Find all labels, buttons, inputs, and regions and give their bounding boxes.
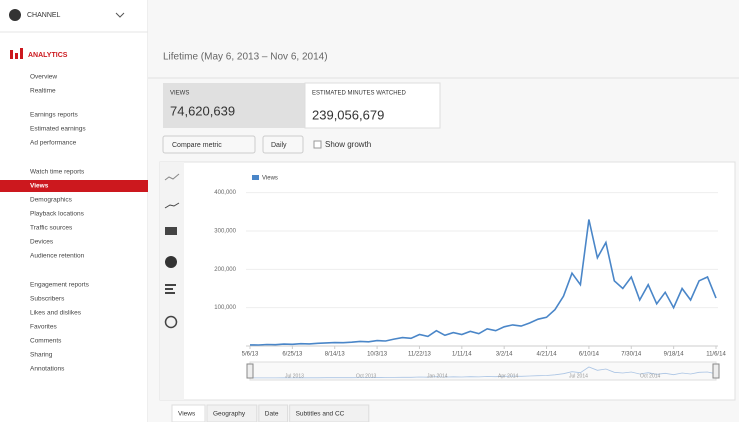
nav-item[interactable]: Annotations	[30, 366, 65, 373]
navigator-label: Jul 2014	[569, 373, 588, 379]
x-tick-label: 6/10/14	[579, 352, 600, 358]
navigator-label: Jul 2013	[285, 373, 304, 379]
nav-item[interactable]: Ad performance	[30, 140, 77, 147]
nav-item[interactable]: Realtime	[30, 88, 56, 95]
nav-item-selected	[0, 180, 148, 192]
line-chart-icon[interactable]	[164, 173, 180, 181]
nav-item[interactable]: Devices	[30, 239, 54, 246]
nav-item[interactable]: Subscribers	[30, 296, 65, 303]
tab[interactable]	[206, 404, 258, 422]
chart-panel	[159, 161, 736, 401]
nav-item[interactable]: Favorites	[30, 324, 57, 331]
navigator-label: Jan 2014	[427, 373, 448, 379]
x-tick-label: 9/18/14	[664, 352, 685, 358]
nav-item[interactable]: Likes and dislikes	[30, 310, 82, 317]
interval-label: Daily	[271, 142, 287, 149]
views-line	[249, 219, 717, 346]
navigator-label: Apr 2014	[498, 373, 519, 379]
navigator-handle[interactable]	[246, 363, 254, 379]
nav-item[interactable]: Audience retention	[30, 253, 85, 260]
map-icon[interactable]	[164, 315, 178, 329]
nav-item[interactable]: Playback locations	[30, 211, 85, 218]
tab[interactable]	[258, 404, 289, 422]
analytics-icon	[15, 53, 18, 59]
metric-label: ESTIMATED MINUTES WATCHED	[312, 91, 407, 97]
nav-item[interactable]: Estimated earnings	[30, 126, 86, 133]
nav-item[interactable]: Sharing	[30, 352, 53, 359]
bar-icon[interactable]	[165, 292, 175, 294]
metric-label: VIEWS	[170, 91, 189, 97]
navigator-label: Oct 2014	[640, 373, 661, 379]
compare-button[interactable]	[162, 135, 256, 154]
y-tick-label: 100,000	[214, 305, 236, 311]
y-tick-label: 200,000	[214, 267, 236, 273]
x-tick-label: 6/25/13	[282, 352, 303, 358]
x-tick-label: 3/2/14	[496, 352, 513, 358]
nav-item[interactable]: Overview	[30, 74, 57, 81]
x-tick-label: 1/11/14	[452, 352, 472, 358]
x-tick-label: 11/6/14	[706, 352, 726, 358]
metric-card[interactable]	[304, 82, 441, 129]
page-title: Lifetime (May 6, 2013 – Nov 6, 2014)	[163, 52, 328, 63]
metric-value: 239,056,679	[312, 107, 384, 122]
line-chart: 100,000 200,000 300,000 400,000 5/6/13 6/25/1…	[214, 175, 726, 381]
bar-icon[interactable]	[165, 284, 176, 286]
x-tick-label: 10/3/13	[367, 352, 388, 358]
legend-swatch	[252, 175, 259, 180]
tab-label: Views	[178, 411, 196, 418]
legend-label: Views	[262, 176, 278, 182]
navigator-label: Oct 2013	[356, 373, 377, 379]
compare-label: Compare metric	[172, 142, 222, 149]
tab-label: Geography	[213, 411, 246, 418]
section-title[interactable]: ANALYTICS	[28, 52, 68, 59]
interval-button[interactable]	[262, 135, 304, 154]
navigator-handle[interactable]	[712, 363, 720, 379]
x-tick-label: 8/14/13	[325, 352, 346, 358]
x-tick-label: 11/22/13	[408, 352, 432, 358]
metric-card-selected[interactable]	[163, 83, 305, 128]
nav-item[interactable]: Demographics	[30, 197, 73, 204]
y-tick-label: 400,000	[214, 190, 236, 196]
sidebar-items: Overview Realtime Earnings reports Estimate…	[0, 74, 148, 373]
metric-value: 74,620,639	[170, 103, 235, 118]
bar-icon[interactable]	[165, 288, 173, 290]
nav-item[interactable]: Watch time reports	[30, 169, 85, 176]
tab[interactable]	[289, 404, 370, 422]
nav-item[interactable]: Traffic sources	[30, 225, 73, 232]
x-tick-label: 4/21/14	[537, 352, 558, 358]
growth-label: Show growth	[325, 140, 371, 149]
tab-label: Date	[265, 411, 279, 418]
chart-type-bar	[160, 162, 184, 400]
analytics-icon	[10, 50, 13, 59]
nav-item[interactable]: Comments	[30, 338, 62, 345]
sidebar	[0, 0, 148, 422]
nav-item[interactable]: Earnings reports	[30, 112, 78, 119]
pie-icon[interactable]	[165, 256, 177, 268]
growth-checkbox[interactable]	[313, 140, 322, 149]
navigator-line	[250, 366, 717, 379]
x-tick-label: 5/6/13	[242, 352, 259, 358]
tab-label: Subtitles and CC	[296, 411, 345, 418]
y-tick-label: 300,000	[214, 229, 236, 235]
channel-caret[interactable]	[115, 12, 125, 18]
nav-item[interactable]: Engagement reports	[30, 282, 90, 289]
stacked-area-icon[interactable]	[165, 227, 177, 235]
channel-name[interactable]: CHANNEL	[27, 12, 61, 19]
tabs: Views Geography Date Subtitles and CC	[171, 404, 370, 422]
channel-icon	[9, 9, 21, 21]
tab[interactable]	[171, 404, 206, 422]
multi-line-icon[interactable]	[164, 202, 180, 209]
x-tick-label: 7/30/14	[621, 352, 642, 358]
nav-item[interactable]: Views	[30, 183, 49, 190]
analytics-icon	[20, 48, 23, 59]
